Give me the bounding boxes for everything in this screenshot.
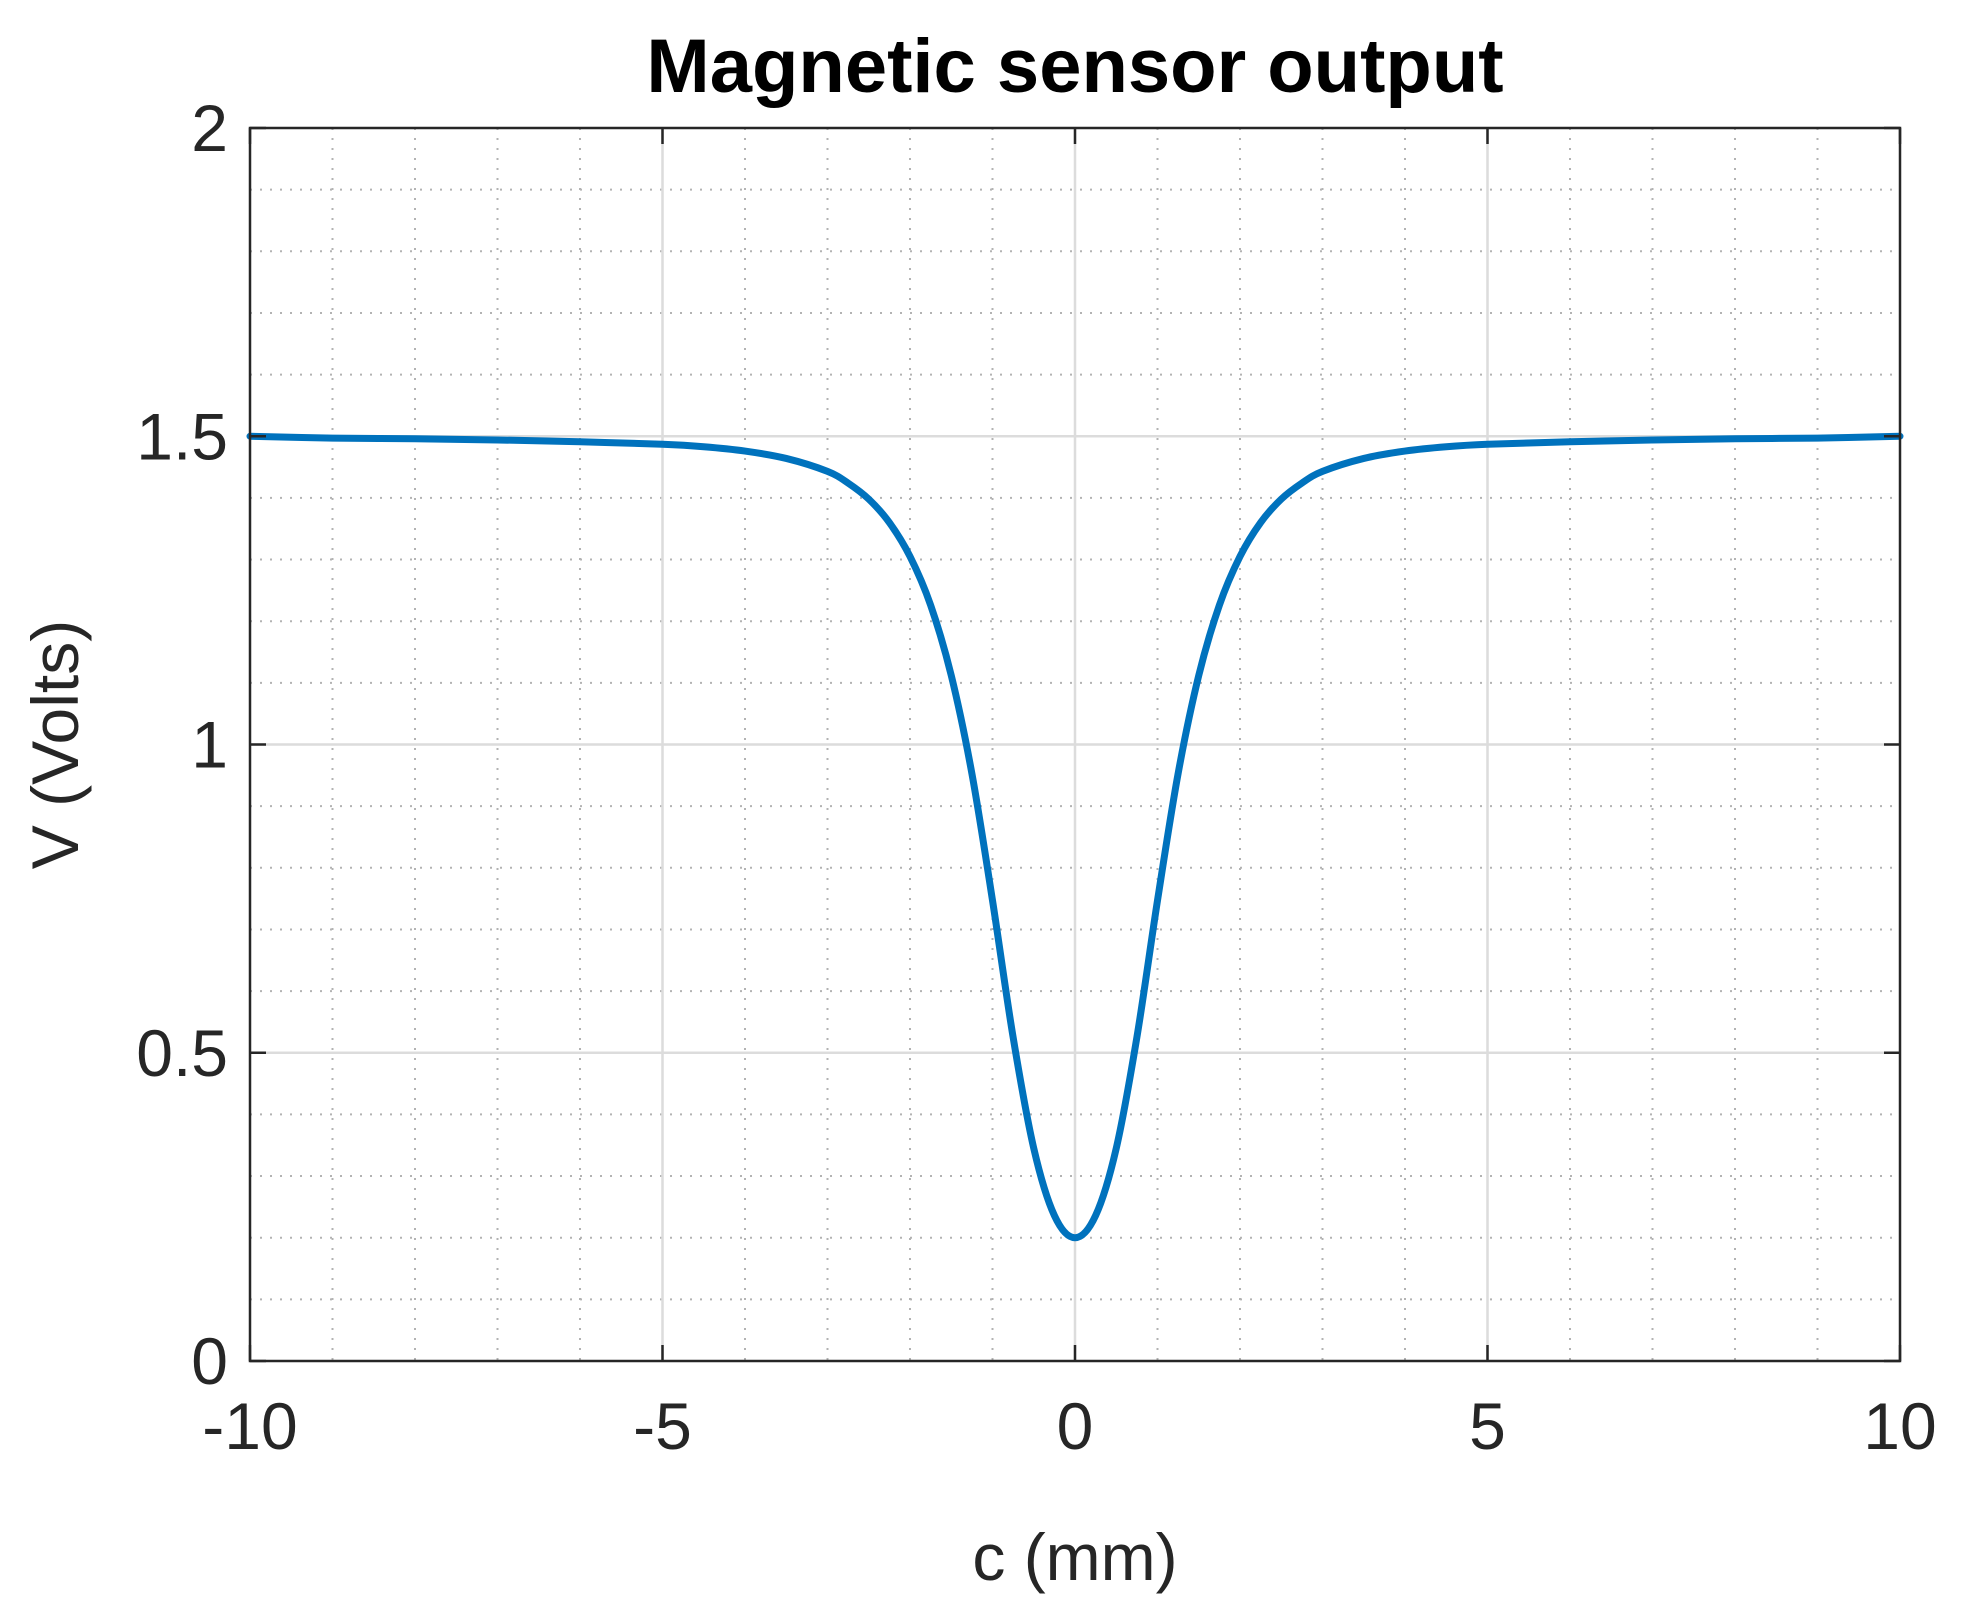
y-axis-label: V (Volts) [18, 620, 92, 869]
y-tick-label: 2 [191, 91, 228, 165]
chart-title: Magnetic sensor output [646, 24, 1503, 109]
x-tick-label: -10 [202, 1389, 297, 1463]
y-tick-label: 1.5 [136, 399, 228, 473]
x-tick-label: 5 [1469, 1389, 1506, 1463]
x-tick-label: 10 [1863, 1389, 1936, 1463]
x-tick-labels: -10 -5 0 5 10 [202, 1389, 1936, 1463]
y-tick-label: 0.5 [136, 1016, 228, 1090]
series-layer [246, 432, 1904, 1242]
x-tick-label: -5 [633, 1389, 692, 1463]
series-line-0 [246, 432, 1904, 1242]
y-tick-label: 0 [191, 1324, 228, 1398]
y-tick-label: 1 [191, 708, 228, 782]
x-tick-label: 0 [1057, 1389, 1094, 1463]
x-axis-label: c (mm) [972, 1520, 1177, 1594]
y-tick-labels: 0 0.5 1 1.5 2 [136, 91, 228, 1398]
major-grid [250, 128, 1900, 1361]
tick-marks [248, 126, 1902, 1363]
